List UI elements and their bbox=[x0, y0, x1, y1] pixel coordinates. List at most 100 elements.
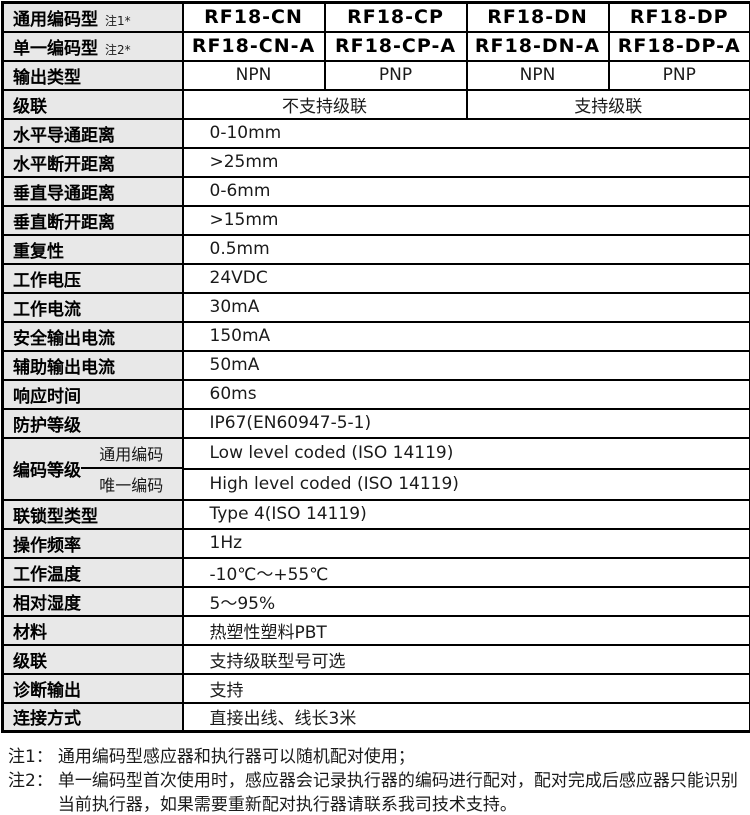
spec-label: 垂直导通距离 bbox=[1, 175, 184, 207]
model-row-unique: 单一编码型 注2* RF18-CN-A RF18-CP-A RF18-DN-A R… bbox=[1, 30, 750, 62]
model-name: RF18-DN bbox=[465, 1, 610, 33]
spec-label: 防护等级 bbox=[1, 407, 184, 439]
spec-value: 24VDC bbox=[181, 262, 750, 294]
spec-value: IP67(EN60947-5-1) bbox=[181, 407, 750, 439]
coding-row-low: 编码等级 通用编码 唯一编码 Low level coded (ISO 1411… bbox=[1, 436, 750, 501]
spec-label: 响应时间 bbox=[1, 378, 184, 410]
spec-row: 响应时间 60ms bbox=[1, 378, 750, 410]
coding-sub-unique: 唯一编码 bbox=[99, 475, 164, 495]
spec-label: 材料 bbox=[1, 614, 184, 646]
spec-label: 诊断输出 bbox=[1, 672, 184, 704]
spec-row: 工作电压 24VDC bbox=[1, 262, 750, 294]
model-name: RF18-CP-A bbox=[323, 30, 468, 62]
coding-grade-layout: 编码等级 通用编码 唯一编码 bbox=[5, 440, 181, 498]
footnote-2: 注2： 单一编码型首次使用时，感应器会记录执行器的编码进行配对，配对完成后感应器… bbox=[8, 769, 744, 815]
cascade-supported: 支持级联 bbox=[465, 88, 750, 120]
spec-value: 150mA bbox=[181, 320, 750, 352]
cascade-not-supported: 不支持级联 bbox=[181, 88, 468, 120]
spec-value: 1Hz bbox=[181, 527, 750, 559]
spec-value: >25mm bbox=[181, 146, 750, 178]
specs-upper: 水平导通距离 0-10mm 水平断开距离 >25mm 垂直导通距离 0-6mm 垂直断开距离… bbox=[1, 117, 750, 439]
model-name: RF18-CP bbox=[323, 1, 468, 33]
spec-row: 工作电流 30mA bbox=[1, 291, 750, 323]
output-type-value: PNP bbox=[323, 59, 468, 91]
note-ref-2: 注2* bbox=[105, 42, 131, 57]
spec-row: 垂直导通距离 0-6mm bbox=[1, 175, 750, 207]
spec-table: 通用编码型 注1* RF18-CN RF18-CP RF18-DN RF18-DP… bbox=[1, 1, 750, 733]
spec-value: 0.5mm bbox=[181, 233, 750, 265]
spec-value: 热塑性塑料PBT bbox=[181, 614, 750, 646]
spec-label: 水平导通距离 bbox=[1, 117, 184, 149]
row-label-unique-coded: 单一编码型 注2* bbox=[1, 30, 184, 62]
spec-label: 工作温度 bbox=[1, 556, 184, 588]
spec-row: 级联 支持级联型号可选 bbox=[1, 643, 750, 675]
model-row-universal: 通用编码型 注1* RF18-CN RF18-CP RF18-DN RF18-DP bbox=[1, 1, 750, 33]
spec-row: 防护等级 IP67(EN60947-5-1) bbox=[1, 407, 750, 439]
spec-label: 工作电流 bbox=[1, 291, 184, 323]
specs-lower: 联锁型类型 Type 4(ISO 14119) 操作频率 1Hz 工作温度 -10℃～+5… bbox=[1, 498, 750, 733]
spec-row: 安全输出电流 150mA bbox=[1, 320, 750, 352]
model-name: RF18-DN-A bbox=[465, 30, 610, 62]
spec-row: 垂直断开距离 >15mm bbox=[1, 204, 750, 236]
spec-row: 水平断开距离 >25mm bbox=[1, 146, 750, 178]
model-name: RF18-CN bbox=[181, 1, 326, 33]
output-type-value: NPN bbox=[465, 59, 610, 91]
spec-value: 5～95% bbox=[181, 585, 750, 617]
coding-row-high: High level coded (ISO 14119) bbox=[3, 467, 750, 501]
note-ref-1: 注1* bbox=[105, 13, 131, 28]
spec-label: 相对湿度 bbox=[1, 585, 184, 617]
row-label-output-type: 输出类型 bbox=[1, 59, 184, 91]
spec-value: >15mm bbox=[181, 204, 750, 236]
spec-value: 60ms bbox=[181, 378, 750, 410]
output-type-value: PNP bbox=[607, 59, 750, 91]
spec-row: 重复性 0.5mm bbox=[1, 233, 750, 265]
footnote-text: 单一编码型首次使用时，感应器会记录执行器的编码进行配对，配对完成后感应器只能识别… bbox=[57, 771, 738, 815]
spec-value: 支持级联型号可选 bbox=[181, 643, 750, 675]
model-name: RF18-DP bbox=[607, 1, 750, 33]
spec-value: 直接出线、线长3米 bbox=[181, 701, 750, 733]
model-name: RF18-DP-A bbox=[607, 30, 750, 62]
label-text: 单一编码型 bbox=[13, 38, 98, 59]
spec-row: 操作频率 1Hz bbox=[1, 527, 750, 559]
output-type-value: NPN bbox=[181, 59, 326, 91]
spec-row: 连接方式 直接出线、线长3米 bbox=[1, 701, 750, 733]
spec-value: 30mA bbox=[181, 291, 750, 323]
cascade-row: 级联 不支持级联 支持级联 bbox=[1, 88, 750, 120]
model-name: RF18-CN-A bbox=[181, 30, 326, 62]
spec-value: 50mA bbox=[181, 349, 750, 381]
spec-value: Type 4(ISO 14119) bbox=[181, 498, 750, 530]
spec-value: 支持 bbox=[181, 672, 750, 704]
spec-label: 安全输出电流 bbox=[1, 320, 184, 352]
spec-label: 联锁型类型 bbox=[1, 498, 184, 530]
coding-grade-rows: 编码等级 通用编码 唯一编码 Low level coded (ISO 1411… bbox=[1, 436, 750, 501]
spec-row: 联锁型类型 Type 4(ISO 14119) bbox=[1, 498, 750, 530]
spec-label: 连接方式 bbox=[1, 701, 184, 733]
spec-row: 辅助输出电流 50mA bbox=[1, 349, 750, 381]
spec-label: 操作频率 bbox=[1, 527, 184, 559]
spec-label: 工作电压 bbox=[1, 262, 184, 294]
row-label-cascade: 级联 bbox=[1, 88, 184, 120]
label-text: 通用编码型 bbox=[13, 9, 98, 30]
spec-value: -10℃～+55℃ bbox=[181, 556, 750, 588]
spec-row: 水平导通距离 0-10mm bbox=[1, 117, 750, 149]
footnote-1: 注1： 通用编码型感应器和执行器可以随机配对使用； bbox=[8, 745, 744, 769]
spec-row: 材料 热塑性塑料PBT bbox=[1, 614, 750, 646]
spec-label: 垂直断开距离 bbox=[1, 204, 184, 236]
coding-sub-universal: 通用编码 bbox=[81, 440, 181, 469]
spec-label: 级联 bbox=[1, 643, 184, 675]
spec-label: 重复性 bbox=[1, 233, 184, 265]
output-type-row: 输出类型 NPN PNP NPN PNP bbox=[1, 59, 750, 91]
coding-value-high: High level coded (ISO 14119) bbox=[181, 467, 750, 501]
row-label-universal-coded: 通用编码型 注1* bbox=[1, 1, 184, 33]
coding-sub-labels: 通用编码 唯一编码 bbox=[81, 440, 181, 498]
footnote-ref: 注1： bbox=[8, 747, 53, 767]
spec-label: 辅助输出电流 bbox=[1, 349, 184, 381]
spec-row: 工作温度 -10℃～+55℃ bbox=[1, 556, 750, 588]
footnotes: 注1： 通用编码型感应器和执行器可以随机配对使用； 注2： 单一编码型首次使用时… bbox=[0, 733, 750, 815]
spec-value: 0-6mm bbox=[181, 175, 750, 207]
coding-value-low: Low level coded (ISO 14119) bbox=[181, 436, 750, 470]
spec-row: 相对湿度 5～95% bbox=[1, 585, 750, 617]
spec-value: 0-10mm bbox=[181, 117, 750, 149]
spec-row: 诊断输出 支持 bbox=[1, 672, 750, 704]
